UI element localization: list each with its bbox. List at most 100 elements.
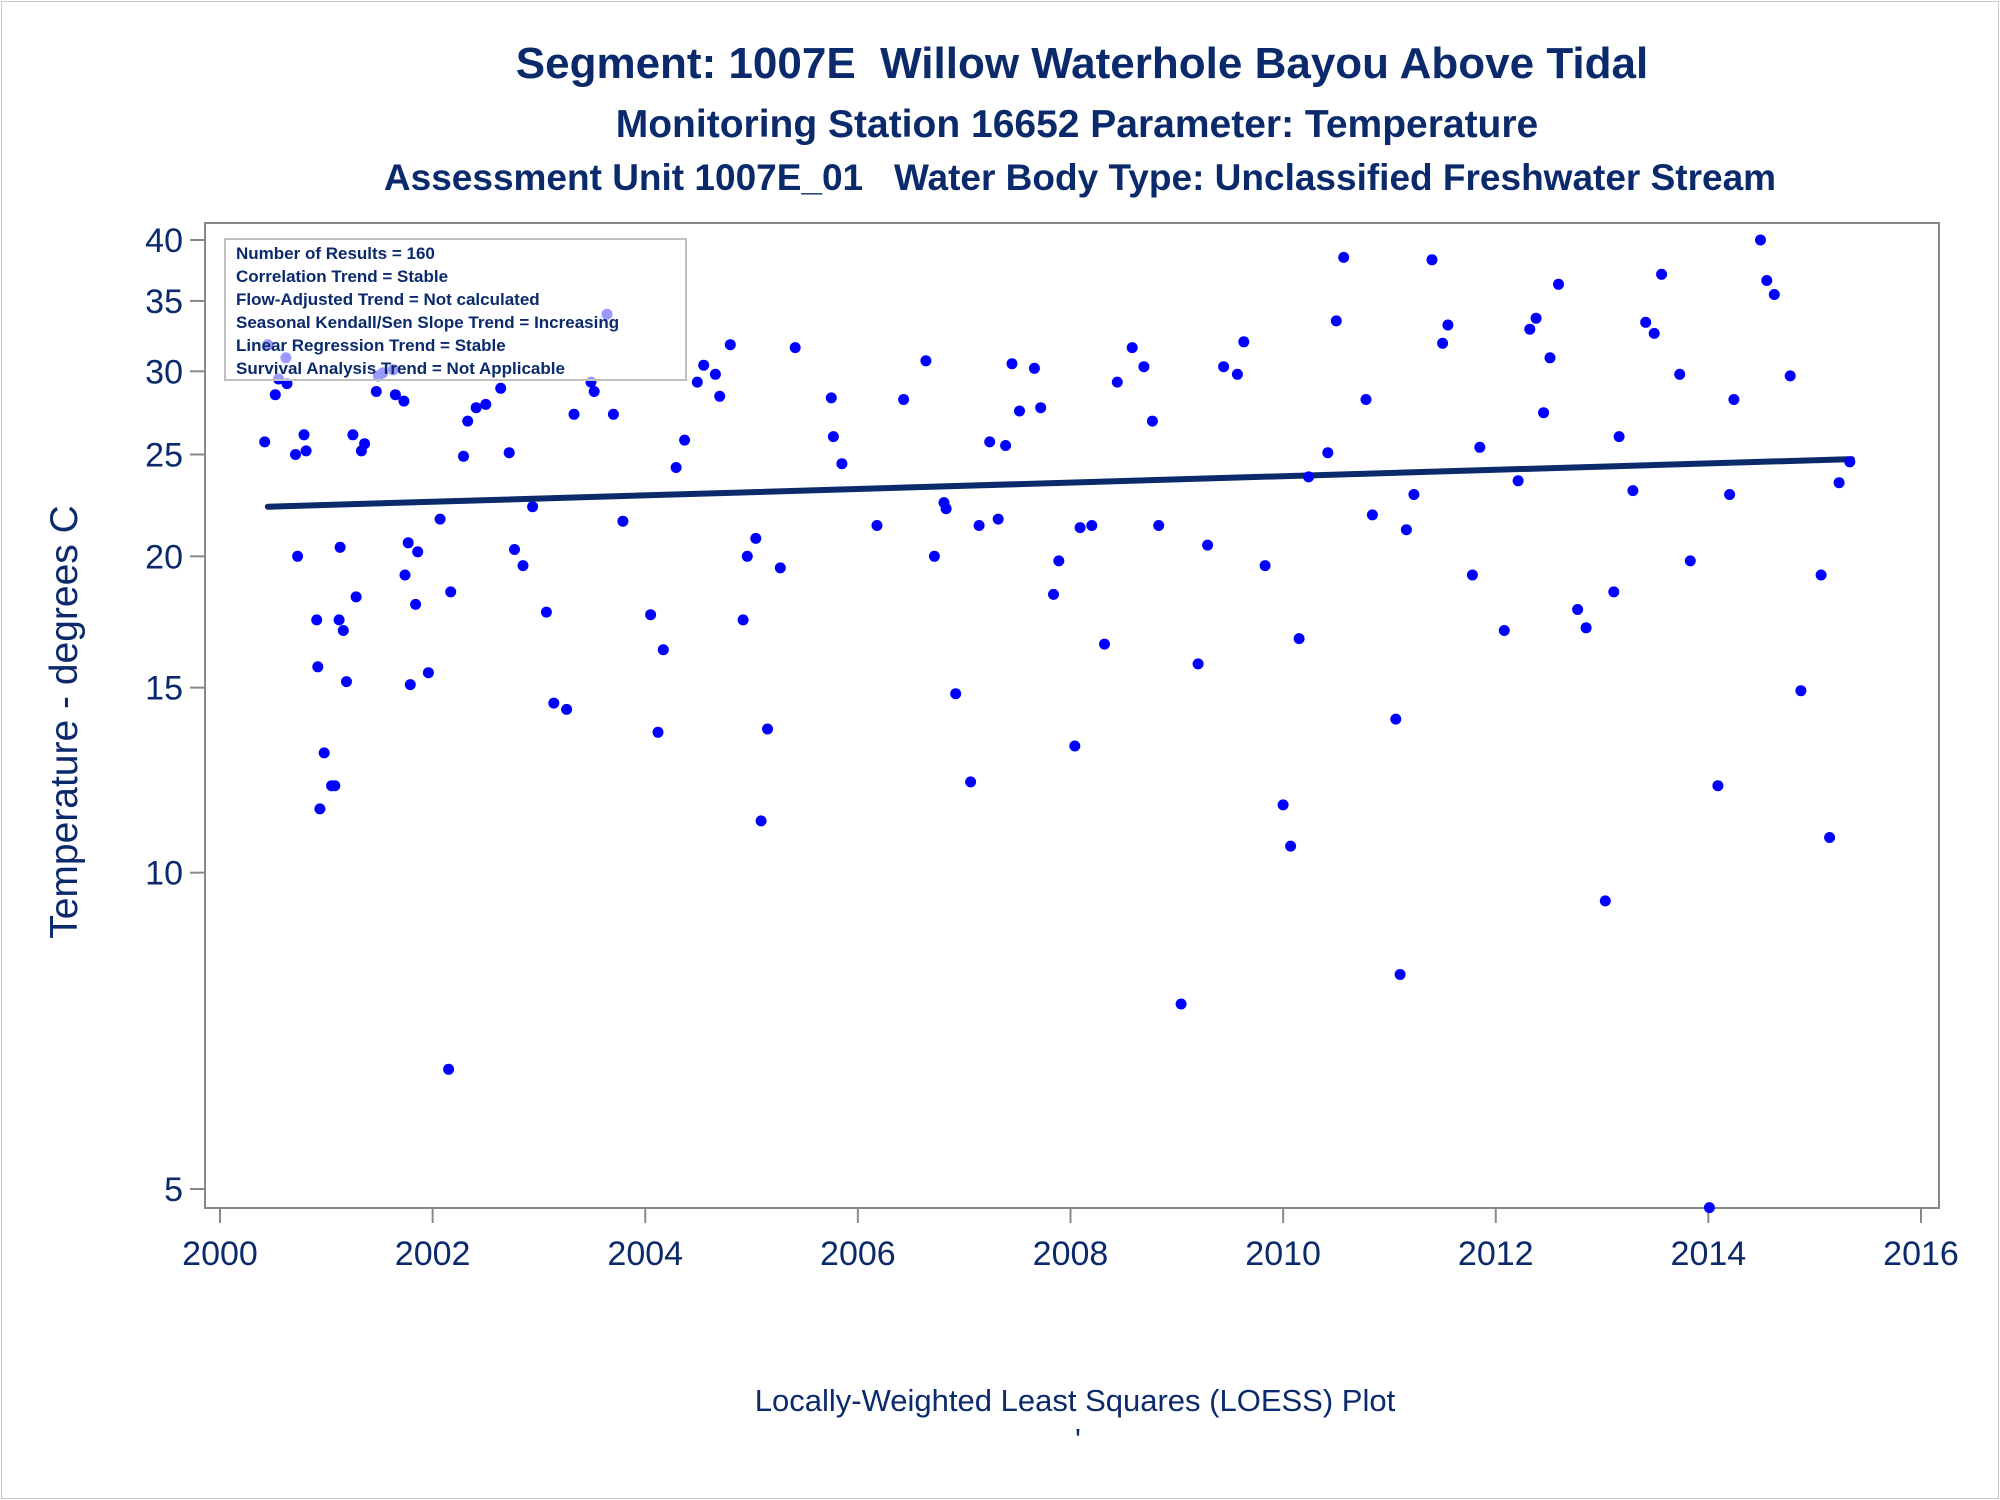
data-point [1712, 780, 1724, 792]
data-point [527, 501, 539, 513]
data-point [470, 402, 482, 414]
data-point [458, 450, 469, 462]
data-point [714, 390, 726, 402]
y-tick-label: 5 [164, 1171, 183, 1209]
data-point [1627, 485, 1639, 497]
chart-title: Segment: 1007E Willow Waterhole Bayou Ab… [516, 39, 1648, 88]
data-point [1014, 405, 1025, 417]
data-point [495, 382, 507, 394]
data-point [1126, 342, 1138, 354]
data-point [389, 389, 401, 401]
x-tick-label: 2002 [395, 1235, 471, 1273]
data-point [1824, 832, 1836, 843]
data-point [1138, 361, 1150, 373]
data-point [1544, 352, 1556, 364]
data-point [443, 1063, 455, 1075]
data-point [561, 703, 573, 715]
stats-line: Linear Regression Trend = Stable [236, 336, 506, 355]
data-point [329, 780, 341, 792]
footnote-mark: ' [1075, 1422, 1081, 1457]
data-point [1608, 586, 1620, 598]
data-point [724, 339, 736, 351]
data-point [607, 408, 619, 420]
data-point [1099, 638, 1110, 650]
data-point [1293, 633, 1305, 645]
stats-box: Number of Results = 160 Correlation Tren… [224, 238, 687, 381]
data-point [1795, 685, 1807, 697]
data-point [755, 815, 767, 827]
data-point [1648, 327, 1660, 339]
data-point [462, 415, 474, 427]
data-point [679, 434, 691, 446]
data-point [1074, 522, 1086, 534]
data-point [1035, 402, 1047, 414]
data-point [1784, 370, 1796, 382]
data-point [774, 562, 786, 574]
x-tick-label: 2016 [1883, 1235, 1959, 1273]
data-point [370, 386, 382, 397]
data-point [1006, 358, 1018, 370]
data-point [1724, 489, 1736, 500]
data-point [399, 569, 411, 581]
data-point [1322, 447, 1334, 459]
data-point [871, 520, 883, 531]
data-point [1285, 840, 1297, 852]
data-point [434, 513, 446, 525]
data-point [1192, 658, 1204, 670]
data-point [1028, 362, 1040, 374]
x-tick-label: 2000 [182, 1235, 258, 1273]
data-point [334, 541, 346, 553]
x-tick-label: 2012 [1458, 1235, 1534, 1273]
loess-trend-line [264, 456, 1855, 510]
data-point [422, 667, 434, 679]
data-point [1466, 569, 1478, 581]
data-point [318, 747, 330, 759]
data-point [347, 429, 359, 441]
data-point [1277, 799, 1289, 811]
data-point [337, 625, 349, 636]
data-point [1400, 524, 1412, 536]
data-point [290, 449, 301, 460]
data-point [1175, 998, 1187, 1010]
data-point [1146, 415, 1158, 427]
data-point [333, 614, 345, 626]
y-tick-label: 10 [145, 855, 183, 893]
data-point [1394, 969, 1406, 980]
stats-line: Correlation Trend = Stable [236, 267, 448, 286]
data-point [1259, 560, 1271, 572]
data-point [259, 436, 271, 448]
data-point [588, 386, 600, 397]
data-point [568, 408, 580, 420]
data-point [503, 447, 515, 459]
data-point [1844, 456, 1856, 468]
data-point [1580, 622, 1592, 634]
data-point [741, 550, 753, 562]
data-point [404, 679, 416, 691]
data-point [1674, 368, 1686, 380]
data-point [1218, 361, 1230, 373]
data-point [992, 513, 1004, 525]
x-tick-label: 2014 [1671, 1235, 1747, 1273]
data-point [1426, 254, 1438, 266]
data-point [402, 537, 414, 549]
data-point [920, 355, 932, 367]
data-point [509, 544, 520, 555]
data-point [1815, 569, 1827, 581]
data-point [1684, 555, 1696, 567]
data-point [1442, 319, 1454, 331]
data-point [1728, 394, 1740, 405]
x-tick-label: 2010 [1245, 1235, 1321, 1273]
data-point [984, 436, 996, 448]
data-point [1553, 278, 1564, 290]
stats-box-frame [224, 238, 687, 381]
data-point [1768, 289, 1780, 300]
data-point [1656, 268, 1668, 280]
data-point [410, 598, 422, 610]
data-point [1408, 489, 1420, 500]
data-point [1640, 316, 1652, 328]
data-point [1613, 431, 1625, 443]
y-axis: 5 10 15 20 25 30 35 40 [145, 222, 205, 1209]
data-point [1330, 315, 1342, 327]
data-point [652, 726, 664, 738]
